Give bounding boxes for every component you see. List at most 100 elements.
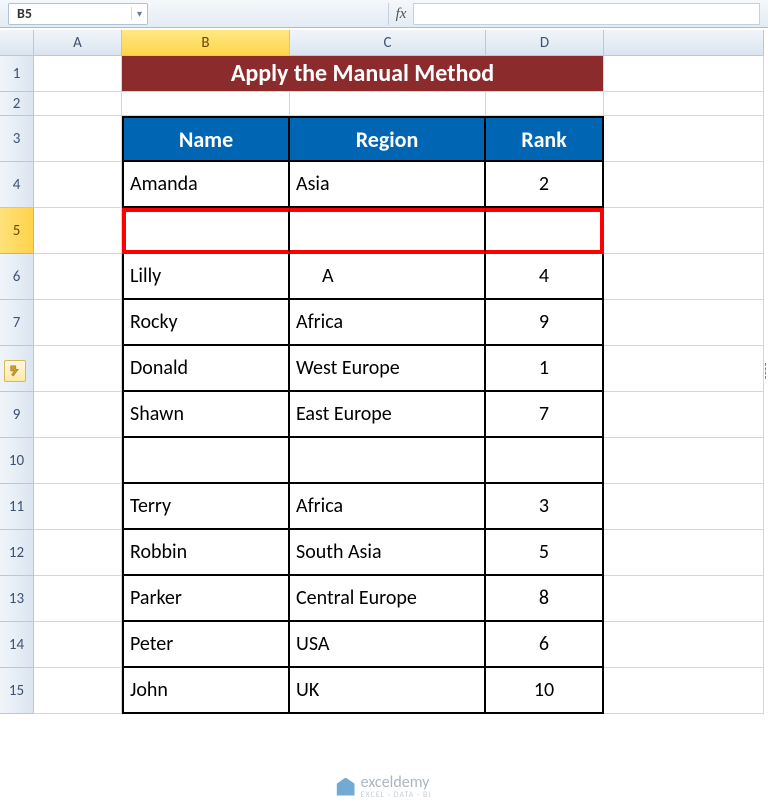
name-box-wrap[interactable]: B5 ▾: [8, 3, 148, 25]
cell-A12[interactable]: [34, 530, 122, 576]
cell-A9[interactable]: [34, 392, 122, 438]
row-header-6[interactable]: 6: [0, 254, 34, 300]
cell-A3[interactable]: [34, 116, 122, 162]
cell-A14[interactable]: [34, 622, 122, 668]
cell-C12[interactable]: South Asia: [290, 530, 486, 576]
cell-B11[interactable]: Terry: [122, 484, 290, 530]
fx-icon[interactable]: fx: [388, 3, 414, 25]
cell-C7[interactable]: Africa: [290, 300, 486, 346]
cell-D4[interactable]: 2: [486, 162, 604, 208]
name-box-dropdown-icon[interactable]: ▾: [131, 7, 147, 20]
cell-A11[interactable]: [34, 484, 122, 530]
cell-E12[interactable]: [604, 530, 764, 576]
cell-E2[interactable]: [604, 92, 764, 116]
cell-D10[interactable]: [486, 438, 604, 484]
cell-E10[interactable]: [604, 438, 764, 484]
cell-A4[interactable]: [34, 162, 122, 208]
cell-B9[interactable]: Shawn: [122, 392, 290, 438]
table-header-rank[interactable]: Rank: [486, 116, 604, 162]
cell-C2[interactable]: [290, 92, 486, 116]
col-header-D[interactable]: D: [486, 30, 604, 56]
row-header-11[interactable]: 11: [0, 484, 34, 530]
col-header-C[interactable]: C: [290, 30, 486, 56]
cell-D11[interactable]: 3: [486, 484, 604, 530]
cell-C11[interactable]: Africa: [290, 484, 486, 530]
row-header-4[interactable]: 4: [0, 162, 34, 208]
cell-A1[interactable]: [34, 56, 122, 92]
row-header-9[interactable]: 9: [0, 392, 34, 438]
cell-D12[interactable]: 5: [486, 530, 604, 576]
table-header-name[interactable]: Name: [122, 116, 290, 162]
cell-E7[interactable]: [604, 300, 764, 346]
cell-E13[interactable]: [604, 576, 764, 622]
row-header-7[interactable]: 7: [0, 300, 34, 346]
cell-E5[interactable]: [604, 208, 764, 254]
cell-B15[interactable]: John: [122, 668, 290, 714]
cell-A8[interactable]: [34, 346, 122, 392]
cell-D7[interactable]: 9: [486, 300, 604, 346]
select-all-corner[interactable]: [0, 30, 34, 56]
row-header-2[interactable]: 2: [0, 92, 34, 116]
cell-E15[interactable]: [604, 668, 764, 714]
cell-E9[interactable]: [604, 392, 764, 438]
col-header-E[interactable]: [604, 30, 764, 56]
paste-options-icon[interactable]: [4, 360, 26, 382]
formula-input[interactable]: [414, 3, 760, 25]
cell-D9[interactable]: 7: [486, 392, 604, 438]
cell-C9[interactable]: East Europe: [290, 392, 486, 438]
cell-A13[interactable]: [34, 576, 122, 622]
cell-C6[interactable]: A: [290, 254, 486, 300]
cell-B4[interactable]: Amanda: [122, 162, 290, 208]
cell-D14[interactable]: 6: [486, 622, 604, 668]
row-header-14[interactable]: 14: [0, 622, 34, 668]
cell-D2[interactable]: [486, 92, 604, 116]
cell-C14[interactable]: USA: [290, 622, 486, 668]
cell-C8[interactable]: West Europe: [290, 346, 486, 392]
cell-B14[interactable]: Peter: [122, 622, 290, 668]
cell-A15[interactable]: [34, 668, 122, 714]
cell-C10[interactable]: [290, 438, 486, 484]
cell-E1[interactable]: [604, 56, 764, 92]
cell-C5[interactable]: [290, 208, 486, 254]
cell-C4[interactable]: Asia: [290, 162, 486, 208]
col-header-A[interactable]: A: [34, 30, 122, 56]
cell-E6[interactable]: [604, 254, 764, 300]
name-box[interactable]: B5: [9, 5, 131, 22]
cell-E4[interactable]: [604, 162, 764, 208]
cell-D6[interactable]: 4: [486, 254, 604, 300]
cell-B6[interactable]: Lilly: [122, 254, 290, 300]
row-header-1[interactable]: 1: [0, 56, 34, 92]
cell-A10[interactable]: [34, 438, 122, 484]
row-header-5[interactable]: 5: [0, 208, 34, 254]
cell-D5[interactable]: [486, 208, 604, 254]
cell-A5[interactable]: [34, 208, 122, 254]
cell-E8[interactable]: [604, 346, 764, 392]
row-header-10[interactable]: 10: [0, 438, 34, 484]
col-header-B[interactable]: B: [122, 30, 290, 56]
row-header-12[interactable]: 12: [0, 530, 34, 576]
cell-B5[interactable]: [122, 208, 290, 254]
title-cell[interactable]: Apply the Manual Method: [122, 56, 604, 92]
cell-B10[interactable]: [122, 438, 290, 484]
cell-D15[interactable]: 10: [486, 668, 604, 714]
cell-D13[interactable]: 8: [486, 576, 604, 622]
cell-E3[interactable]: [604, 116, 764, 162]
cell-A7[interactable]: [34, 300, 122, 346]
cell-A2[interactable]: [34, 92, 122, 116]
cell-B7[interactable]: Rocky: [122, 300, 290, 346]
row-10: 10: [0, 438, 768, 484]
cell-E11[interactable]: [604, 484, 764, 530]
cell-B8[interactable]: Donald: [122, 346, 290, 392]
row-header-3[interactable]: 3: [0, 116, 34, 162]
cell-E14[interactable]: [604, 622, 764, 668]
cell-C15[interactable]: UK: [290, 668, 486, 714]
row-header-13[interactable]: 13: [0, 576, 34, 622]
cell-C13[interactable]: Central Europe: [290, 576, 486, 622]
cell-B2[interactable]: [122, 92, 290, 116]
cell-B12[interactable]: Robbin: [122, 530, 290, 576]
table-header-region[interactable]: Region: [290, 116, 486, 162]
cell-D8[interactable]: 1: [486, 346, 604, 392]
cell-B13[interactable]: Parker: [122, 576, 290, 622]
cell-A6[interactable]: [34, 254, 122, 300]
row-header-15[interactable]: 15: [0, 668, 34, 714]
